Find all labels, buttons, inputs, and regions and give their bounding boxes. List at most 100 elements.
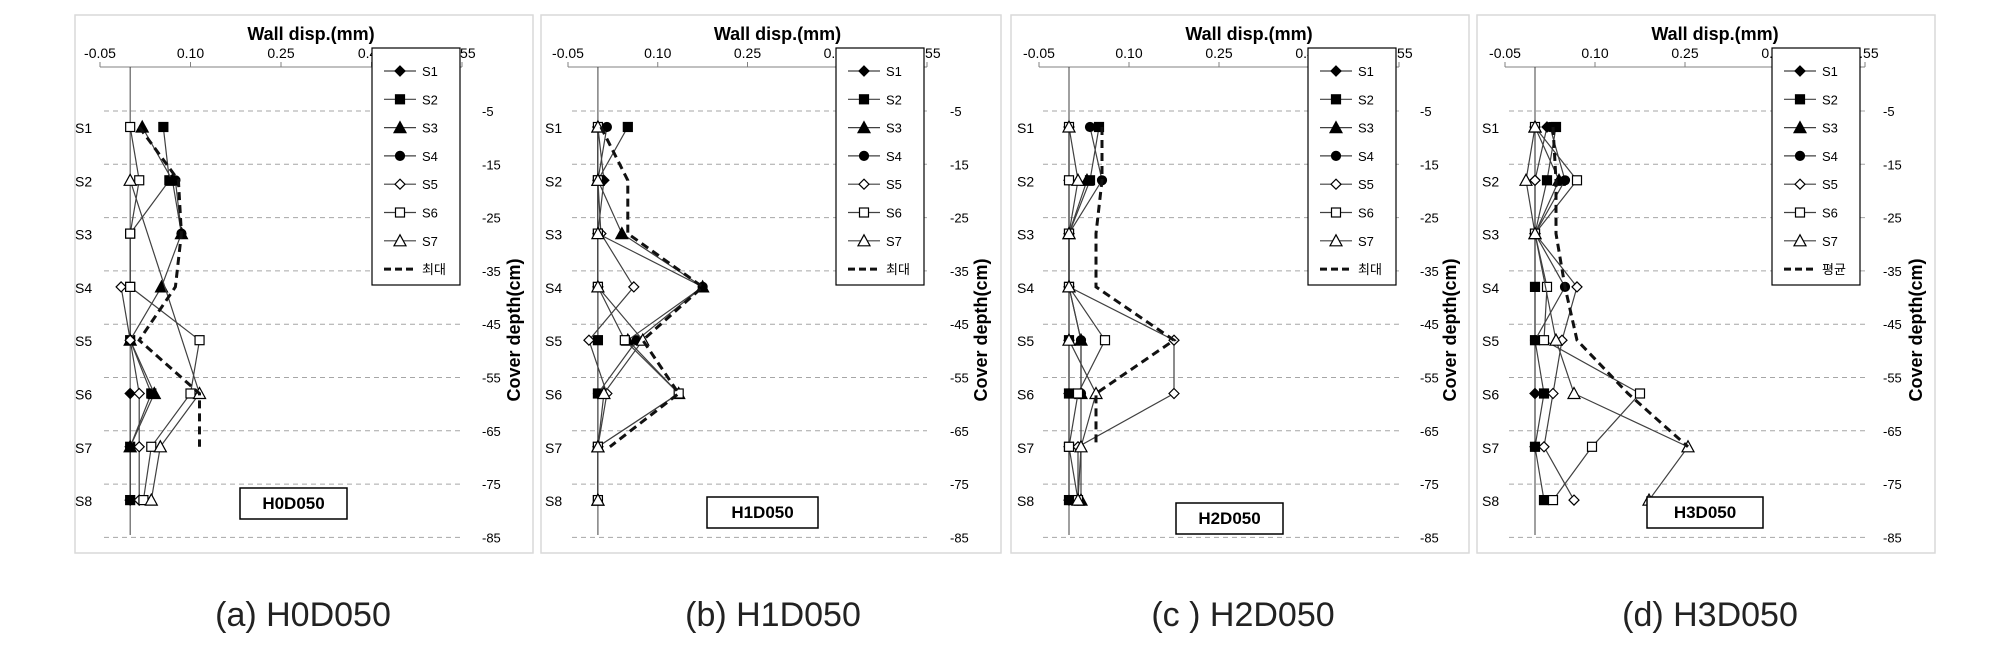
data-point [619,335,630,346]
series-S7 [1061,119,1104,506]
data-point [1084,121,1096,133]
data-point [1541,175,1553,186]
data-point [133,387,146,400]
sensor-label: S7 [1017,440,1034,456]
data-point [1794,150,1806,161]
data-point [614,226,629,240]
sensor-label: S7 [545,440,562,456]
legend-label: S6 [1822,206,1838,221]
legend-label: S4 [1822,149,1838,164]
y-axis-title: Cover depth(cm) [1440,258,1460,401]
data-point [1063,494,1075,506]
series-최대 [599,126,706,448]
sensor-label: S8 [1017,493,1034,509]
y-tick-label: -5 [950,104,962,119]
legend-label: S6 [886,206,902,221]
data-point [124,387,137,400]
y-tick-label: -5 [1883,104,1895,119]
data-point [627,281,640,293]
series-line [129,126,201,501]
legend-label: S7 [886,234,902,249]
x-tick-label: 0.10 [1581,45,1608,61]
data-point [590,173,605,186]
legend-label: S6 [422,206,438,221]
data-point [1568,494,1580,506]
figure-caption: (d) H3D050 [1622,596,1798,634]
x-tick-label: -0.05 [1489,45,1521,61]
sensor-label: S6 [75,387,92,403]
x-tick-label: -0.05 [552,45,584,61]
data-point [144,492,159,506]
legend-label: S1 [1822,64,1838,79]
panel-tag-box [1175,502,1284,535]
series-line-dashed [599,126,706,448]
legend-label: S7 [422,234,438,249]
panel-tag: H2D050 [1198,509,1260,528]
y-tick-label: -35 [1420,264,1439,279]
data-point [153,439,168,453]
sensor-label: S8 [545,493,562,509]
sensor-label: S2 [75,173,92,189]
sensor-label: S2 [1017,173,1034,189]
panel-tag-box [1646,496,1764,529]
legend-box [1771,47,1861,286]
data-point [1070,173,1086,186]
sensor-label: S1 [75,120,92,136]
y-tick-label: -15 [1420,157,1439,172]
data-point [1075,335,1087,346]
data-point [1794,94,1806,105]
sensor-label: S5 [545,333,562,349]
data-point [1586,441,1598,452]
data-point [673,388,684,399]
data-point [147,386,162,400]
data-point [583,334,595,347]
data-point [1559,175,1571,186]
legend-label: S4 [886,149,902,164]
data-point [1634,388,1646,399]
series-S6 [125,121,205,506]
data-point [1527,226,1543,240]
data-point [124,334,137,347]
data-point [134,175,145,186]
y-tick-label: -65 [1420,424,1439,439]
y-tick-label: -35 [482,264,501,279]
y-tick-label: -45 [1883,317,1902,332]
data-point [392,120,408,134]
data-point [596,386,611,400]
data-point [1063,441,1075,452]
sensor-label: S5 [1017,333,1034,349]
x-tick-label: -0.05 [1023,45,1055,61]
x-axis-title: Wall disp.(mm) [247,24,374,44]
legend-label: S3 [1358,121,1374,136]
data-point [1792,120,1808,134]
y-axis-title: Cover depth(cm) [504,258,524,401]
data-point [1529,441,1541,452]
series-S7 [590,119,650,506]
data-point [1794,207,1806,218]
data-point [1061,119,1077,133]
x-tick-label: 0.25 [1671,45,1698,61]
data-point [1529,387,1541,400]
figure-caption: (a) H0D050 [215,596,391,634]
data-point [1328,233,1344,247]
data-point [394,207,406,218]
series-line [1534,126,1557,501]
y-tick-label: -65 [950,424,969,439]
panel-tag-box [239,487,348,520]
data-point [1328,120,1344,134]
data-point [1538,440,1550,453]
sensor-label: S2 [545,173,562,189]
data-point [1079,173,1095,186]
legend-label: S7 [1358,234,1374,249]
sensor-label: S7 [1482,440,1499,456]
y-tick-label: -35 [950,264,969,279]
sensor-label: S4 [545,280,562,296]
data-point [1061,279,1077,293]
x-tick-label: 0.10 [644,45,671,61]
sensor-label: S1 [1482,120,1499,136]
data-point [1073,439,1089,453]
data-point [1538,388,1550,399]
y-tick-label: -45 [1420,317,1439,332]
data-point [394,65,406,77]
